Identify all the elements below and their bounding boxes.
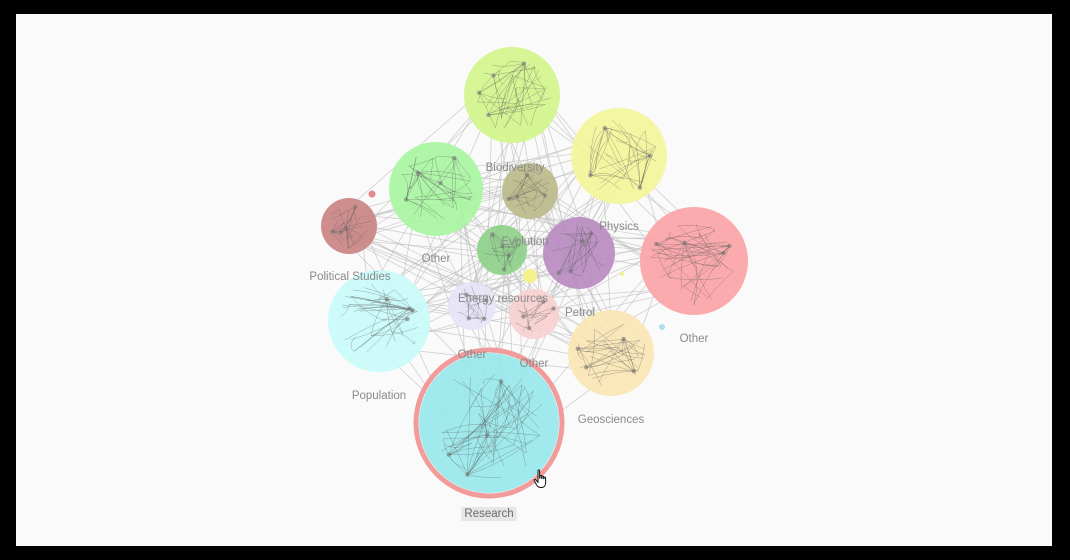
cluster-network [651, 223, 734, 306]
cluster-circle[interactable] [321, 198, 377, 254]
cluster-label: Physics [599, 221, 639, 233]
cluster-research[interactable] [413, 347, 565, 499]
selected-label-highlight [461, 507, 517, 521]
cluster-label: Petrol [565, 307, 595, 319]
cluster-network [483, 232, 521, 272]
cluster-label: Other [520, 358, 549, 370]
cluster-circle[interactable] [328, 270, 430, 372]
cluster-network [588, 119, 657, 190]
cluster-geosciences[interactable] [568, 310, 654, 396]
cluster-label: Political Studies [309, 271, 390, 283]
cluster-circle[interactable] [477, 225, 527, 275]
cluster-physics[interactable] [571, 108, 667, 204]
cluster-label: Other [458, 349, 487, 361]
cluster-olive[interactable] [502, 163, 558, 219]
inter-cluster-edge [498, 114, 601, 335]
cluster-circle[interactable] [571, 108, 667, 204]
cluster-biodiversity[interactable] [464, 47, 560, 143]
cluster-network [551, 225, 605, 277]
cluster-label: Population [352, 390, 406, 402]
cluster-other-red[interactable] [640, 207, 748, 315]
cluster-purple[interactable] [543, 217, 615, 289]
cluster-circle[interactable] [568, 310, 654, 396]
cluster-circle[interactable] [448, 282, 496, 330]
inter-cluster-edge [362, 225, 564, 262]
cluster-network [575, 324, 646, 387]
cluster-circle[interactable] [543, 217, 615, 289]
inter-cluster-edge [352, 239, 525, 307]
cluster-network [458, 286, 490, 323]
cluster-other-green[interactable] [389, 142, 483, 236]
cluster-network [401, 155, 473, 220]
cluster-network [506, 170, 550, 214]
inter-cluster-edge [403, 325, 590, 358]
small-node[interactable] [368, 190, 376, 198]
cluster-population[interactable] [328, 270, 430, 372]
cluster-label: Research [464, 508, 513, 520]
cluster-other-pink[interactable] [509, 289, 559, 339]
cluster-energy[interactable] [448, 282, 496, 330]
graph-canvas[interactable]: Biodiversity Physics Other Political Studie… [16, 14, 1052, 546]
cluster-network [340, 283, 418, 353]
cluster-political[interactable] [321, 198, 377, 254]
cluster-circle[interactable] [464, 47, 560, 143]
cluster-label: Other [680, 333, 709, 345]
selection-ring [413, 347, 565, 499]
inter-cluster-edge [350, 239, 477, 296]
cluster-network [330, 204, 372, 249]
cluster-label: Geosciences [578, 414, 645, 426]
small-node[interactable] [659, 324, 665, 330]
cluster-network [516, 295, 556, 332]
cluster-layer [321, 47, 748, 499]
cluster-label: Evolution [501, 236, 548, 248]
cluster-network [441, 373, 543, 479]
cluster-evolution[interactable] [477, 225, 527, 275]
label-layer: Biodiversity Physics Other Political Studie… [309, 162, 709, 521]
cluster-label: Biodiversity [486, 162, 545, 174]
cluster-label: Other [422, 253, 451, 265]
cluster-label: Energy resources [458, 293, 548, 305]
cluster-network [476, 60, 552, 128]
small-node[interactable] [620, 272, 624, 276]
cluster-graph[interactable]: Biodiversity Physics Other Political Studie… [16, 14, 1052, 546]
small-node[interactable] [523, 269, 537, 283]
